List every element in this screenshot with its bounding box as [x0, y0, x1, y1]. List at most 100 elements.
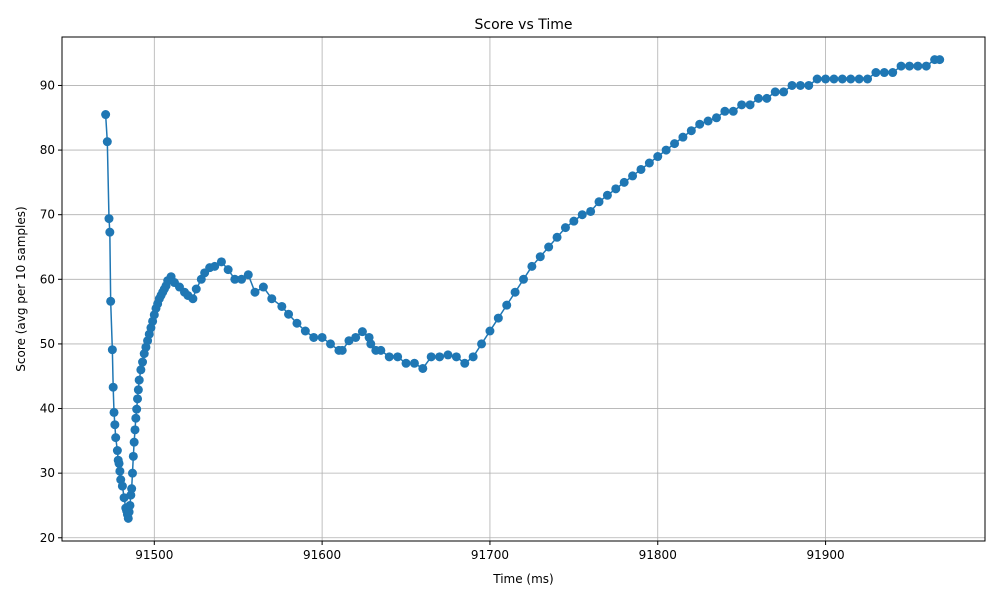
- data-point: [366, 339, 376, 349]
- data-point: [109, 407, 119, 417]
- data-point: [418, 363, 428, 373]
- y-tick-label: 40: [40, 402, 55, 416]
- y-axis-label: Score (avg per 10 samples): [14, 206, 28, 371]
- data-point: [451, 352, 461, 362]
- data-point: [191, 284, 201, 294]
- data-point: [804, 80, 814, 90]
- data-point: [728, 106, 738, 116]
- data-point: [720, 106, 730, 116]
- data-point: [661, 145, 671, 155]
- data-point: [108, 382, 118, 392]
- data-point: [131, 413, 141, 423]
- data-point: [132, 404, 142, 414]
- data-point: [102, 137, 112, 147]
- data-point: [737, 100, 747, 110]
- data-point: [138, 357, 148, 367]
- data-point: [921, 61, 931, 71]
- data-point: [670, 139, 680, 149]
- data-point: [644, 158, 654, 168]
- x-tick-label: 91600: [303, 548, 341, 562]
- data-point: [535, 252, 545, 262]
- data-point: [863, 74, 873, 84]
- data-point: [393, 352, 403, 362]
- data-point: [896, 61, 906, 71]
- data-point: [586, 206, 596, 216]
- series-group: [101, 55, 945, 523]
- data-point: [125, 500, 135, 510]
- data-point: [292, 318, 302, 328]
- data-point: [552, 232, 562, 242]
- data-point: [107, 345, 117, 355]
- data-point: [134, 375, 144, 385]
- data-point: [711, 113, 721, 123]
- y-tick-label: 90: [40, 78, 55, 92]
- data-point: [519, 274, 528, 284]
- data-point: [787, 80, 797, 90]
- data-point: [812, 74, 822, 84]
- data-point: [129, 437, 139, 447]
- data-point: [112, 446, 122, 456]
- data-point: [337, 345, 347, 355]
- data-point: [527, 261, 537, 271]
- y-tick-label: 50: [40, 337, 55, 351]
- data-point: [188, 294, 198, 304]
- data-point: [237, 274, 247, 284]
- data-point: [745, 100, 755, 110]
- data-point: [110, 420, 120, 430]
- data-point: [611, 184, 621, 194]
- data-point: [485, 326, 495, 336]
- data-point: [904, 61, 914, 71]
- data-point: [409, 358, 419, 368]
- data-point: [277, 301, 287, 311]
- data-point: [493, 313, 503, 323]
- data-point: [468, 352, 478, 362]
- data-point: [594, 197, 604, 207]
- x-tick-label: 91500: [135, 548, 173, 562]
- data-point: [795, 80, 805, 90]
- data-point: [753, 93, 763, 103]
- data-point: [477, 339, 487, 349]
- data-point: [913, 61, 923, 71]
- data-point: [703, 116, 713, 126]
- data-point: [230, 274, 240, 284]
- data-point: [837, 74, 847, 84]
- data-point: [560, 223, 570, 233]
- data-point: [695, 119, 705, 129]
- data-point: [384, 352, 394, 362]
- data-point: [127, 468, 137, 478]
- data-point: [653, 152, 663, 162]
- data-point: [619, 177, 629, 187]
- chart-title: Score vs Time: [475, 17, 573, 33]
- data-point: [602, 190, 612, 200]
- data-point: [133, 394, 143, 404]
- data-point: [105, 227, 115, 237]
- y-tick-label: 70: [40, 208, 55, 222]
- data-point: [115, 466, 125, 476]
- data-point: [351, 332, 361, 342]
- x-axis-label: Time (ms): [492, 572, 554, 586]
- data-point: [879, 68, 889, 78]
- data-point: [678, 132, 688, 142]
- x-tick-label: 91700: [471, 548, 509, 562]
- data-point: [136, 365, 146, 375]
- x-tick-label: 91800: [639, 548, 677, 562]
- x-axis-ticks: 91500 91600 91700 91800 91900: [135, 541, 845, 562]
- data-point: [426, 352, 436, 362]
- data-point: [401, 358, 411, 368]
- grid-lines: [62, 37, 985, 541]
- y-axis-ticks: 20 30 40 50 60 70 80 90: [40, 78, 62, 545]
- y-tick-label: 80: [40, 143, 55, 157]
- series-line: [104, 58, 940, 519]
- data-point: [250, 287, 260, 297]
- data-point: [829, 74, 839, 84]
- data-point: [686, 126, 696, 136]
- data-point: [216, 257, 226, 267]
- data-point: [460, 358, 470, 368]
- data-point: [779, 87, 789, 97]
- data-point: [344, 336, 354, 346]
- data-point: [223, 265, 233, 275]
- data-point: [130, 425, 140, 435]
- data-point: [114, 458, 124, 468]
- data-point: [544, 242, 554, 252]
